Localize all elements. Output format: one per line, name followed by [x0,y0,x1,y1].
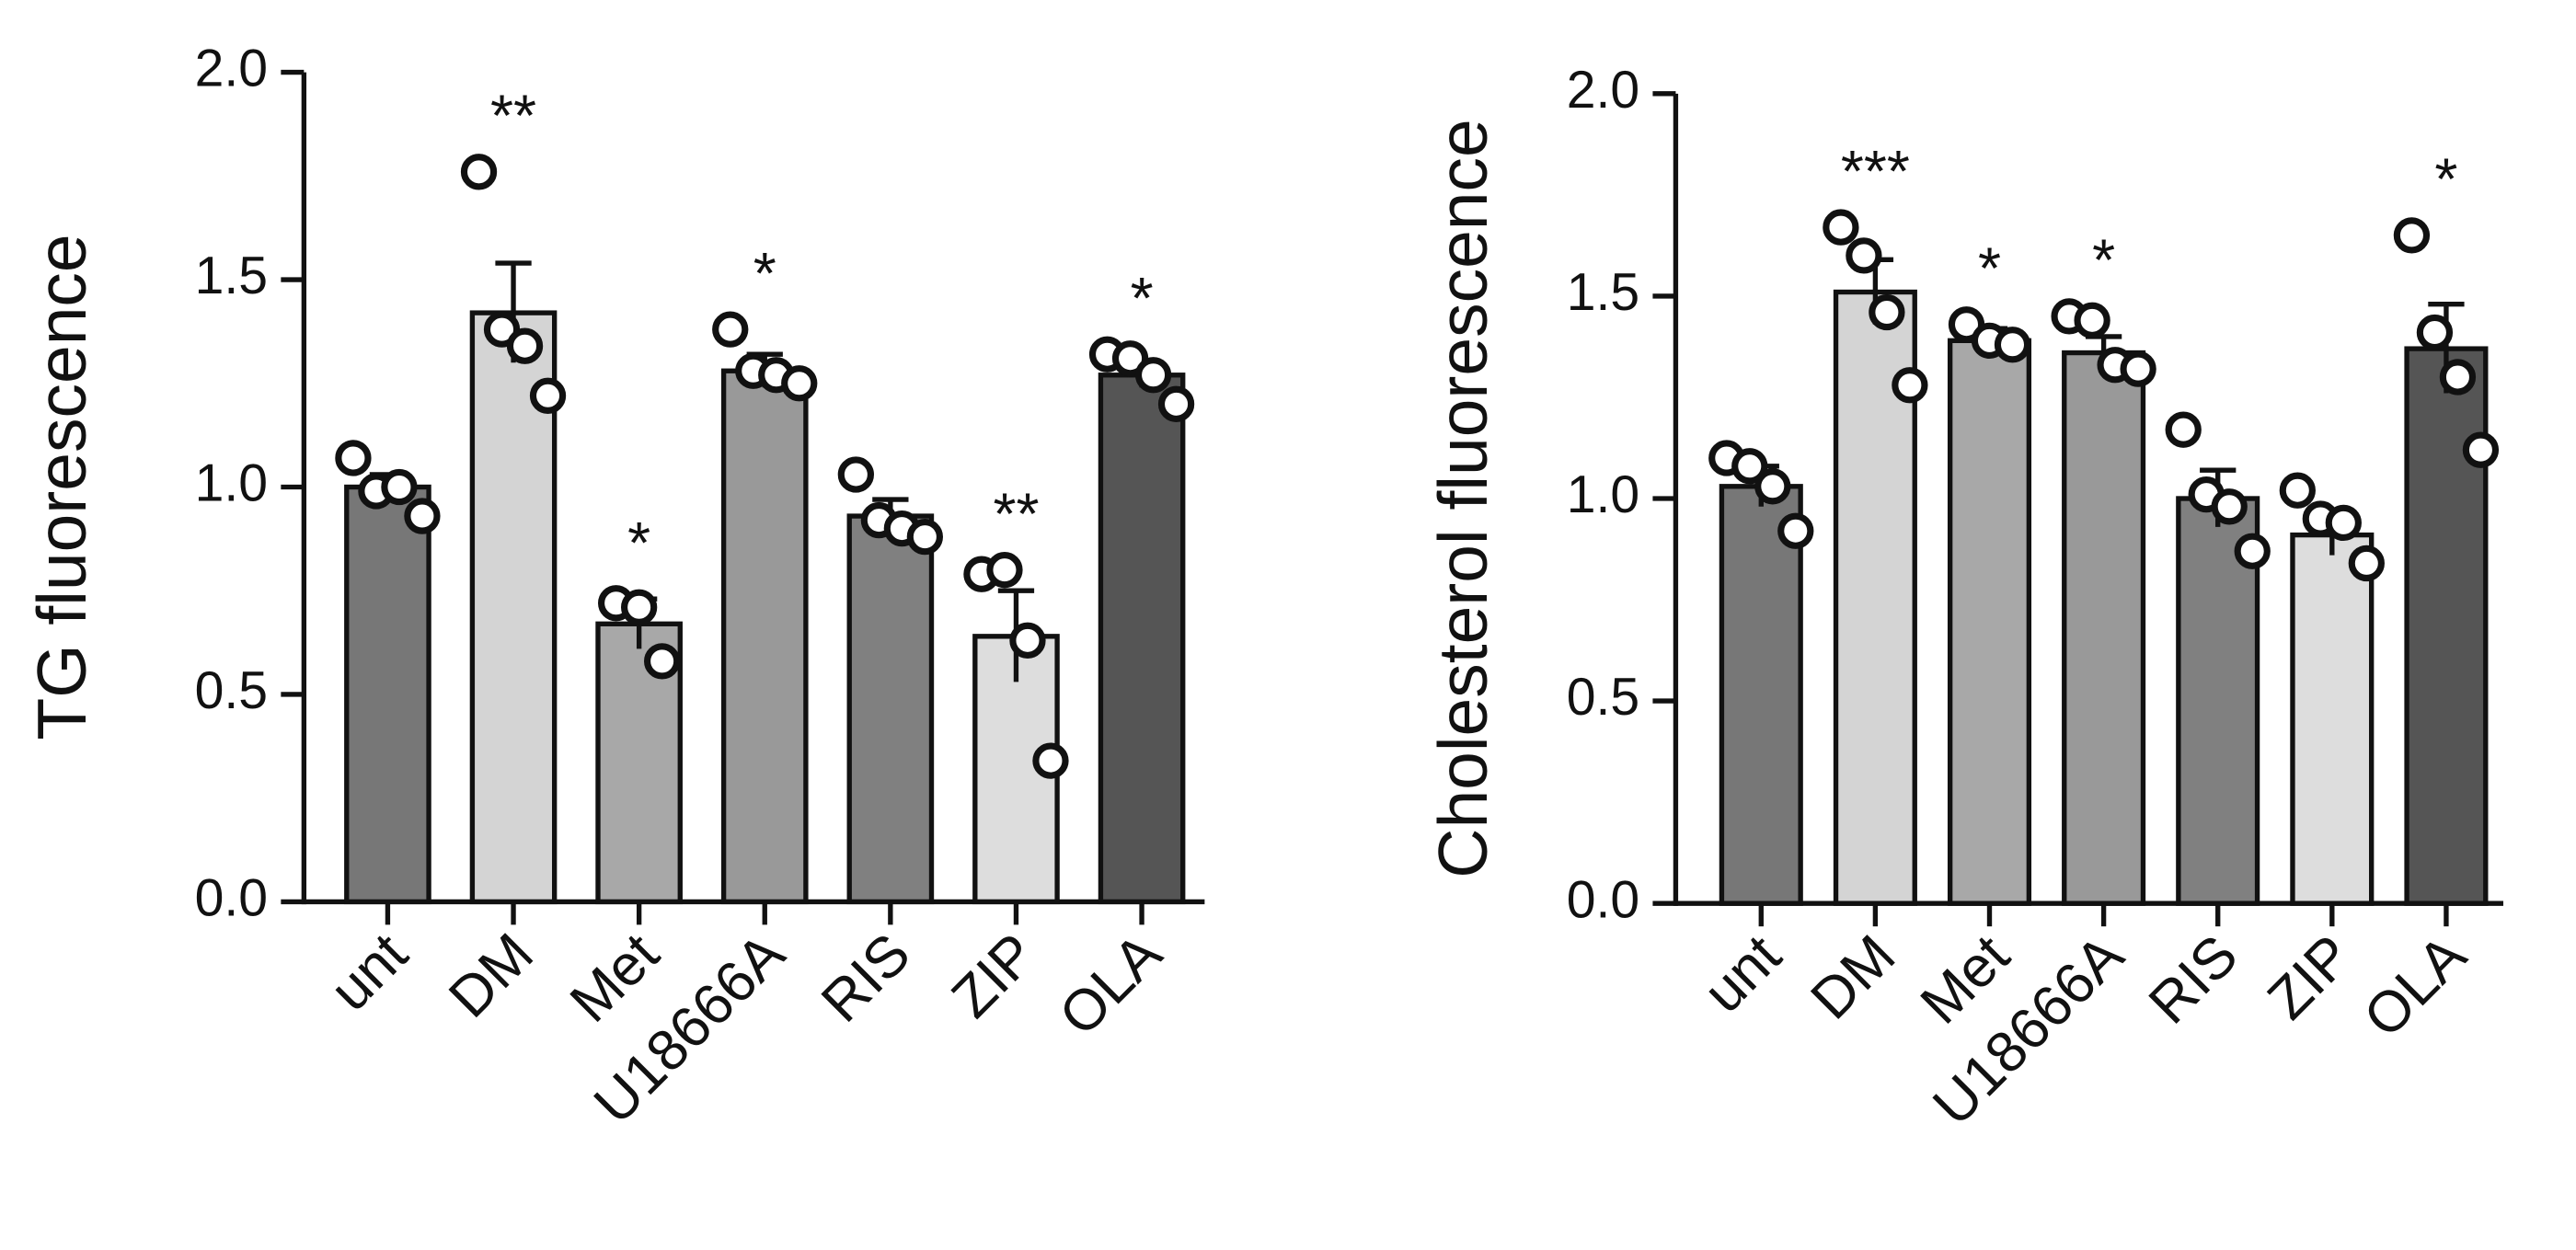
x-tick-label: unt [317,922,420,1024]
x-tick-label: OLA [1047,921,1174,1048]
x-tick-label: OLA [2352,923,2478,1049]
y-tick-label: 1.0 [195,454,268,513]
data-point [2393,217,2431,254]
y-tick-label: 2.0 [195,40,268,98]
bar-chart: 0.00.51.01.52.0TG fluorescenceunt**DM*Me… [23,40,1205,1136]
bar [1947,338,2032,906]
data-point [1111,340,1149,377]
bar [720,368,809,905]
bar [2290,532,2375,906]
bar [1719,484,1803,906]
x-tick-label: unt [1691,923,1793,1025]
data-point [2074,302,2110,338]
data-point [1846,237,1882,274]
data-point [2120,350,2156,387]
data-point [986,552,1023,589]
bar [1098,373,1186,905]
data-point [483,311,521,348]
data-point [781,365,818,402]
data-point [1134,357,1172,394]
y-tick-label: 0.0 [1567,870,1639,929]
data-point [1754,468,1791,505]
data-point [1009,622,1046,659]
data-point [2234,533,2271,569]
significance: ** [490,83,536,149]
data-point [712,311,749,348]
y-tick-label: 2.0 [1567,61,1639,120]
data-point [506,327,544,364]
y-tick-label: 0.0 [195,868,268,927]
y-axis-label: Cholesterol fluorescence [1424,119,1501,877]
significance: *** [1841,138,1910,204]
data-point [1823,209,1859,246]
data-point [1731,448,1768,485]
y-tick-label: 0.5 [1567,668,1639,727]
y-axis-label: TG fluorescence [23,234,100,740]
data-point [1157,385,1195,422]
data-point [1032,742,1069,779]
data-point [2211,488,2248,525]
y-tick-label: 1.5 [195,247,268,305]
data-point [2325,504,2362,542]
bar-chart: 0.0 0.5 1.0 1.5 2.0 Cholesterol fluorescence u… [1424,61,2503,1138]
data-point [621,589,658,625]
data-point [2348,545,2385,582]
data-point [1777,512,1814,549]
data-point [2165,411,2202,448]
data-point [381,468,418,506]
bar [344,484,431,905]
data-point [460,154,498,190]
x-tick-label: DM [437,922,546,1030]
data-point [2439,359,2477,396]
significance: ** [993,480,1039,546]
data-point [1892,367,1928,404]
data-point [2279,472,2316,509]
significance: * [753,240,776,306]
significance: * [1978,235,2001,301]
significance: * [627,510,650,576]
y-tick-label: 0.5 [195,661,268,720]
x-tick-label: RIS [810,922,923,1035]
data-point [837,456,874,493]
x-tick-label: RIS [2136,923,2249,1036]
significance: * [2434,146,2457,212]
data-point [404,498,441,534]
bar [846,513,935,905]
x-tick-label: ZIP [939,922,1048,1030]
y-tick-label: 1.0 [1567,465,1639,524]
data-point [644,643,681,680]
data-point [529,377,567,414]
data-point [2416,314,2454,351]
data-point [1869,293,1905,331]
significance: * [2092,227,2115,293]
data-point [1994,327,2031,363]
data-point [335,440,372,476]
x-tick-label: ZIP [2255,923,2363,1031]
bar [2404,346,2489,906]
significance: * [1131,265,1154,331]
data-point [2462,431,2500,468]
y-tick-label: 1.5 [1567,263,1639,322]
x-tick-label: DM [1799,923,1907,1031]
data-point [906,518,943,556]
bar [2062,350,2146,906]
